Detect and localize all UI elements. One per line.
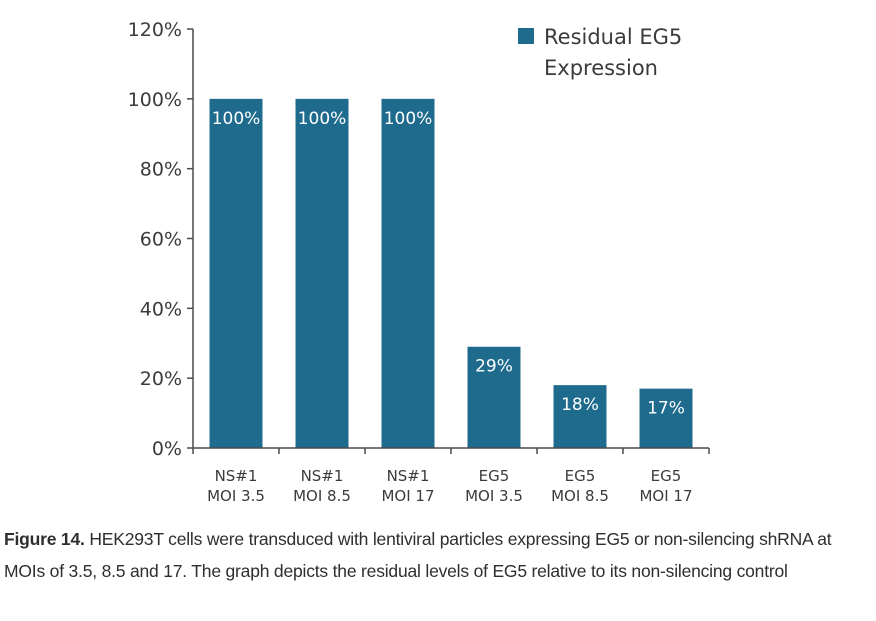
x-tick-label: EG5 [479, 467, 510, 485]
x-tick-label: NS#1 [387, 467, 430, 485]
bar [639, 388, 693, 448]
x-tick-label: NS#1 [301, 467, 344, 485]
bar-chart: 100% 100% 100% 29% 18% 17% 0% 20% 40% 60% 80% 100%… [128, 19, 710, 505]
x-tick-label: NS#1 [215, 467, 258, 485]
x-tick-label: EG5 [565, 467, 596, 485]
x-tick-label: MOI 17 [381, 487, 434, 505]
x-tick-label: EG5 [651, 467, 682, 485]
bars-group: 100% 100% 100% 29% 18% 17% [209, 98, 693, 448]
data-label: 100% [298, 109, 347, 129]
x-tick-label: MOI 8.5 [293, 487, 351, 505]
data-label: 18% [561, 395, 599, 415]
x-tick-label: MOI 8.5 [551, 487, 609, 505]
x-tick-label: MOI 17 [639, 487, 692, 505]
bar [295, 98, 349, 448]
data-label: 100% [212, 109, 261, 129]
y-tick-label: 0% [152, 438, 182, 460]
y-tick-label: 60% [140, 229, 182, 251]
bar [467, 346, 521, 448]
data-label: 29% [475, 357, 513, 377]
y-tick-label: 120% [128, 19, 182, 41]
bar [553, 385, 607, 448]
legend-swatch [518, 28, 534, 44]
figure-caption: Figure 14. HEK293T cells were transduced… [4, 523, 864, 587]
x-tick-label: MOI 3.5 [207, 487, 265, 505]
data-label: 17% [647, 399, 685, 419]
y-tick-label: 80% [140, 159, 182, 181]
caption-label: Figure 14. [4, 529, 85, 549]
bar [381, 98, 435, 448]
legend-label: Residual EG5 [544, 25, 682, 49]
data-label: 100% [384, 109, 433, 129]
caption-text: HEK293T cells were transduced with lenti… [4, 529, 832, 581]
y-tick-label: 40% [140, 298, 182, 320]
x-tick-label: MOI 3.5 [465, 487, 523, 505]
y-tick-label: 100% [128, 89, 182, 111]
bar [209, 98, 263, 448]
axes-group: 0% 20% 40% 60% 80% 100% 120% NS#1 MOI 3.5 NS#1 MOI… [128, 19, 710, 505]
legend-label: Expression [544, 56, 658, 80]
legend: Residual EG5 Expression [518, 25, 682, 80]
y-tick-label: 20% [140, 368, 182, 390]
